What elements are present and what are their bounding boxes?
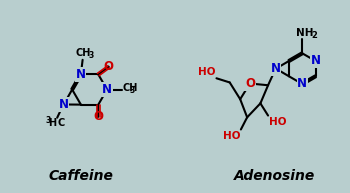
Text: O: O <box>245 77 255 90</box>
Text: HO: HO <box>223 130 240 141</box>
Text: Adenosine: Adenosine <box>234 168 315 183</box>
Text: N: N <box>102 83 112 96</box>
Text: HO: HO <box>269 117 286 127</box>
Text: N: N <box>58 98 69 111</box>
Text: 3: 3 <box>46 116 51 125</box>
Text: N: N <box>310 54 321 68</box>
Text: CH: CH <box>76 48 91 58</box>
Text: N: N <box>297 77 307 91</box>
Text: NH: NH <box>296 28 313 38</box>
Text: O: O <box>93 110 103 123</box>
Text: O: O <box>104 60 114 73</box>
Text: N: N <box>58 98 69 111</box>
Text: H: H <box>48 119 56 128</box>
Text: Caffeine: Caffeine <box>48 168 113 183</box>
Text: CH: CH <box>122 83 138 93</box>
Text: N: N <box>271 62 281 75</box>
Text: 3: 3 <box>130 86 135 95</box>
Text: N: N <box>76 68 86 81</box>
Text: N: N <box>271 62 281 75</box>
Text: 3: 3 <box>89 51 94 60</box>
Text: HO: HO <box>198 67 216 77</box>
Text: 2: 2 <box>311 31 317 40</box>
Text: C: C <box>57 119 65 128</box>
